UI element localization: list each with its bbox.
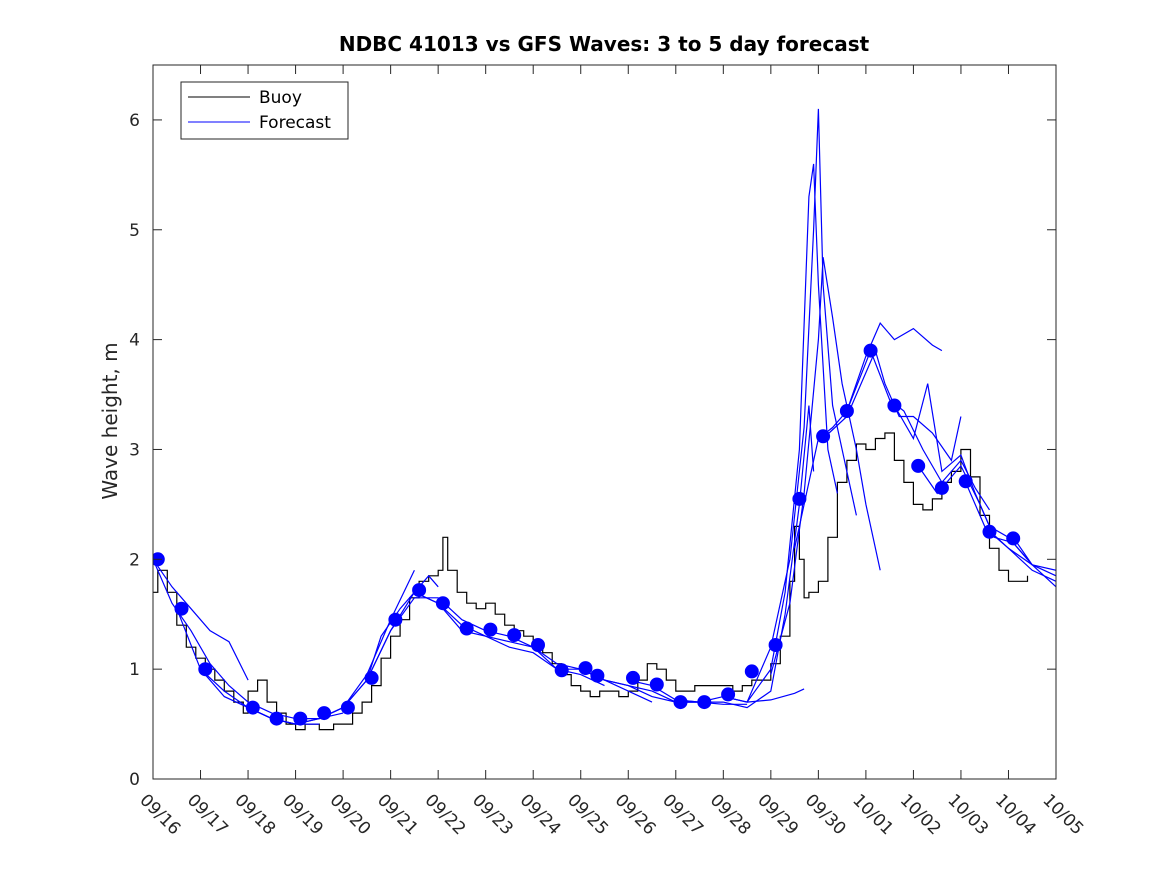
forecast-marker bbox=[364, 670, 379, 685]
forecast-run-line bbox=[580, 668, 748, 705]
forecast-marker bbox=[697, 695, 712, 710]
forecast-marker bbox=[245, 700, 260, 715]
forecast-marker bbox=[198, 662, 213, 677]
buoy-series-line bbox=[153, 432, 1029, 731]
forecast-marker bbox=[721, 687, 736, 702]
legend-buoy-label: Buoy bbox=[259, 88, 302, 108]
forecast-marker bbox=[768, 638, 783, 652]
forecast-marker bbox=[1006, 531, 1021, 546]
y-tick-label: 1 bbox=[129, 660, 140, 680]
forecast-marker bbox=[435, 596, 450, 611]
forecast-marker bbox=[317, 706, 332, 721]
legend-box bbox=[180, 81, 349, 140]
axes-box bbox=[152, 64, 1057, 780]
forecast-marker bbox=[483, 622, 498, 637]
forecast-run-line bbox=[153, 558, 249, 681]
forecast-run-line bbox=[989, 531, 1056, 582]
y-tick-label: 6 bbox=[129, 111, 140, 131]
y-tick-label: 4 bbox=[129, 331, 140, 351]
forecast-marker bbox=[649, 677, 664, 692]
forecast-marker bbox=[934, 480, 949, 495]
forecast-marker bbox=[792, 491, 807, 506]
forecast-marker bbox=[626, 670, 640, 685]
forecast-run-line bbox=[746, 108, 857, 703]
forecast-run-line bbox=[1012, 536, 1056, 571]
forecast-marker bbox=[863, 343, 878, 358]
plot-inner bbox=[153, 108, 1056, 731]
forecast-marker bbox=[673, 695, 688, 710]
y-axis-label: Wave height, m bbox=[98, 342, 122, 499]
forecast-marker bbox=[744, 664, 759, 679]
y-tick-label: 2 bbox=[129, 550, 140, 570]
forecast-marker bbox=[816, 429, 831, 444]
forecast-marker bbox=[554, 663, 569, 678]
forecast-marker bbox=[578, 661, 593, 676]
forecast-marker bbox=[839, 404, 854, 418]
forecast-marker bbox=[340, 700, 355, 715]
forecast-run-line bbox=[893, 383, 1028, 560]
forecast-marker bbox=[388, 612, 403, 627]
forecast-marker bbox=[269, 711, 284, 726]
forecast-marker bbox=[887, 398, 902, 413]
forecast-marker bbox=[982, 524, 997, 539]
forecast-run-line bbox=[414, 591, 605, 687]
forecast-run-line bbox=[723, 163, 838, 703]
forecast-marker bbox=[174, 601, 189, 616]
chart-title: NDBC 41013 vs GFS Waves: 3 to 5 day fore… bbox=[339, 32, 870, 56]
legend: Buoy Forecast bbox=[180, 81, 349, 140]
forecast-marker bbox=[958, 474, 973, 489]
legend-forecast-label: Forecast bbox=[259, 113, 331, 133]
y-tick-label: 5 bbox=[129, 221, 140, 241]
forecast-marker bbox=[293, 711, 308, 726]
forecast-marker bbox=[911, 458, 926, 473]
forecast-marker bbox=[531, 638, 545, 652]
plot-area bbox=[153, 108, 1056, 731]
forecast-marker bbox=[590, 668, 605, 683]
forecast-marker bbox=[507, 628, 522, 643]
y-tick-label: 3 bbox=[129, 440, 140, 460]
forecast-marker bbox=[459, 621, 474, 636]
forecast-run-line bbox=[770, 257, 881, 675]
y-tick-label: 0 bbox=[129, 770, 140, 790]
forecast-marker bbox=[412, 583, 427, 598]
